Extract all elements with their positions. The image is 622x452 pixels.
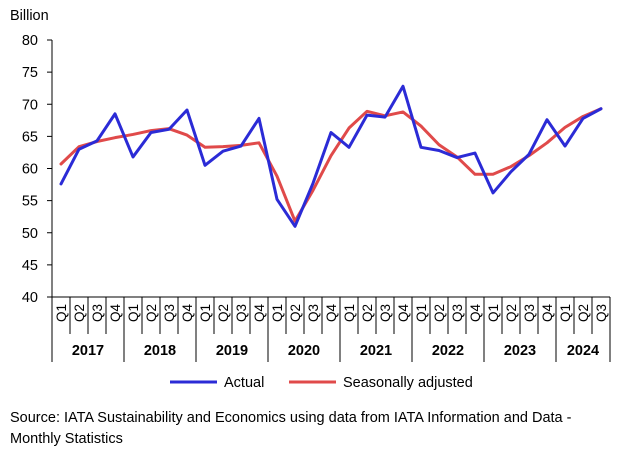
x-quarter-label: Q1 xyxy=(486,304,501,322)
x-quarter-label: Q4 xyxy=(252,304,267,323)
x-quarter-label: Q4 xyxy=(468,304,483,323)
y-tick-label: 70 xyxy=(22,97,38,113)
y-tick-label: 50 xyxy=(22,226,38,242)
y-tick-label: 80 xyxy=(22,33,38,49)
x-quarter-label: Q2 xyxy=(216,304,231,322)
x-year-label: 2020 xyxy=(288,343,320,359)
y-tick-label: 55 xyxy=(22,194,38,210)
y-tick-label: 65 xyxy=(22,129,38,145)
x-quarter-label: Q1 xyxy=(126,304,141,322)
x-quarter-label: Q3 xyxy=(594,304,609,322)
x-year-label: 2017 xyxy=(72,343,104,359)
x-quarter-label: Q1 xyxy=(342,304,357,322)
x-quarter-label: Q2 xyxy=(72,304,87,322)
x-quarter-label: Q2 xyxy=(432,304,447,322)
series-line-actual xyxy=(59,84,603,228)
x-year-label: 2018 xyxy=(144,343,176,359)
x-year-label: 2023 xyxy=(504,343,536,359)
x-quarter-label: Q1 xyxy=(270,304,285,322)
x-quarter-label: Q1 xyxy=(414,304,429,322)
x-quarter-label: Q3 xyxy=(162,304,177,322)
source-note: Source: IATA Sustainability and Economic… xyxy=(10,410,572,447)
x-quarter-label: Q3 xyxy=(90,304,105,322)
x-quarter-label: Q3 xyxy=(522,304,537,322)
x-year-label: 2022 xyxy=(432,343,464,359)
x-quarter-label: Q1 xyxy=(54,304,69,322)
x-quarter-label: Q2 xyxy=(504,304,519,322)
x-quarter-label: Q4 xyxy=(108,304,123,323)
x-quarter-label: Q2 xyxy=(576,304,591,322)
x-quarter-label: Q4 xyxy=(180,304,195,323)
legend-label: Seasonally adjusted xyxy=(343,375,473,391)
x-quarter-label: Q2 xyxy=(144,304,159,322)
x-year-label: 2019 xyxy=(216,343,248,359)
y-axis-title: Billion xyxy=(10,8,49,24)
x-quarter-label: Q4 xyxy=(396,304,411,323)
legend-label: Actual xyxy=(224,375,264,391)
x-quarter-label: Q4 xyxy=(324,304,339,323)
x-quarter-label: Q3 xyxy=(234,304,249,322)
x-quarter-label: Q4 xyxy=(540,304,555,323)
x-quarter-label: Q1 xyxy=(198,304,213,322)
x-quarter-label: Q2 xyxy=(360,304,375,322)
series-line-seasonally-adjusted xyxy=(59,107,603,223)
x-quarter-label: Q3 xyxy=(450,304,465,322)
x-year-label: 2024 xyxy=(567,343,599,359)
y-tick-label: 40 xyxy=(22,290,38,306)
x-quarter-label: Q3 xyxy=(306,304,321,322)
y-tick-label: 75 xyxy=(22,65,38,81)
x-year-label: 2021 xyxy=(360,343,392,359)
x-quarter-label: Q3 xyxy=(378,304,393,322)
y-tick-label: 45 xyxy=(22,258,38,274)
y-tick-label: 60 xyxy=(22,162,38,178)
x-quarter-label: Q2 xyxy=(288,304,303,322)
x-quarter-label: Q1 xyxy=(558,304,573,322)
